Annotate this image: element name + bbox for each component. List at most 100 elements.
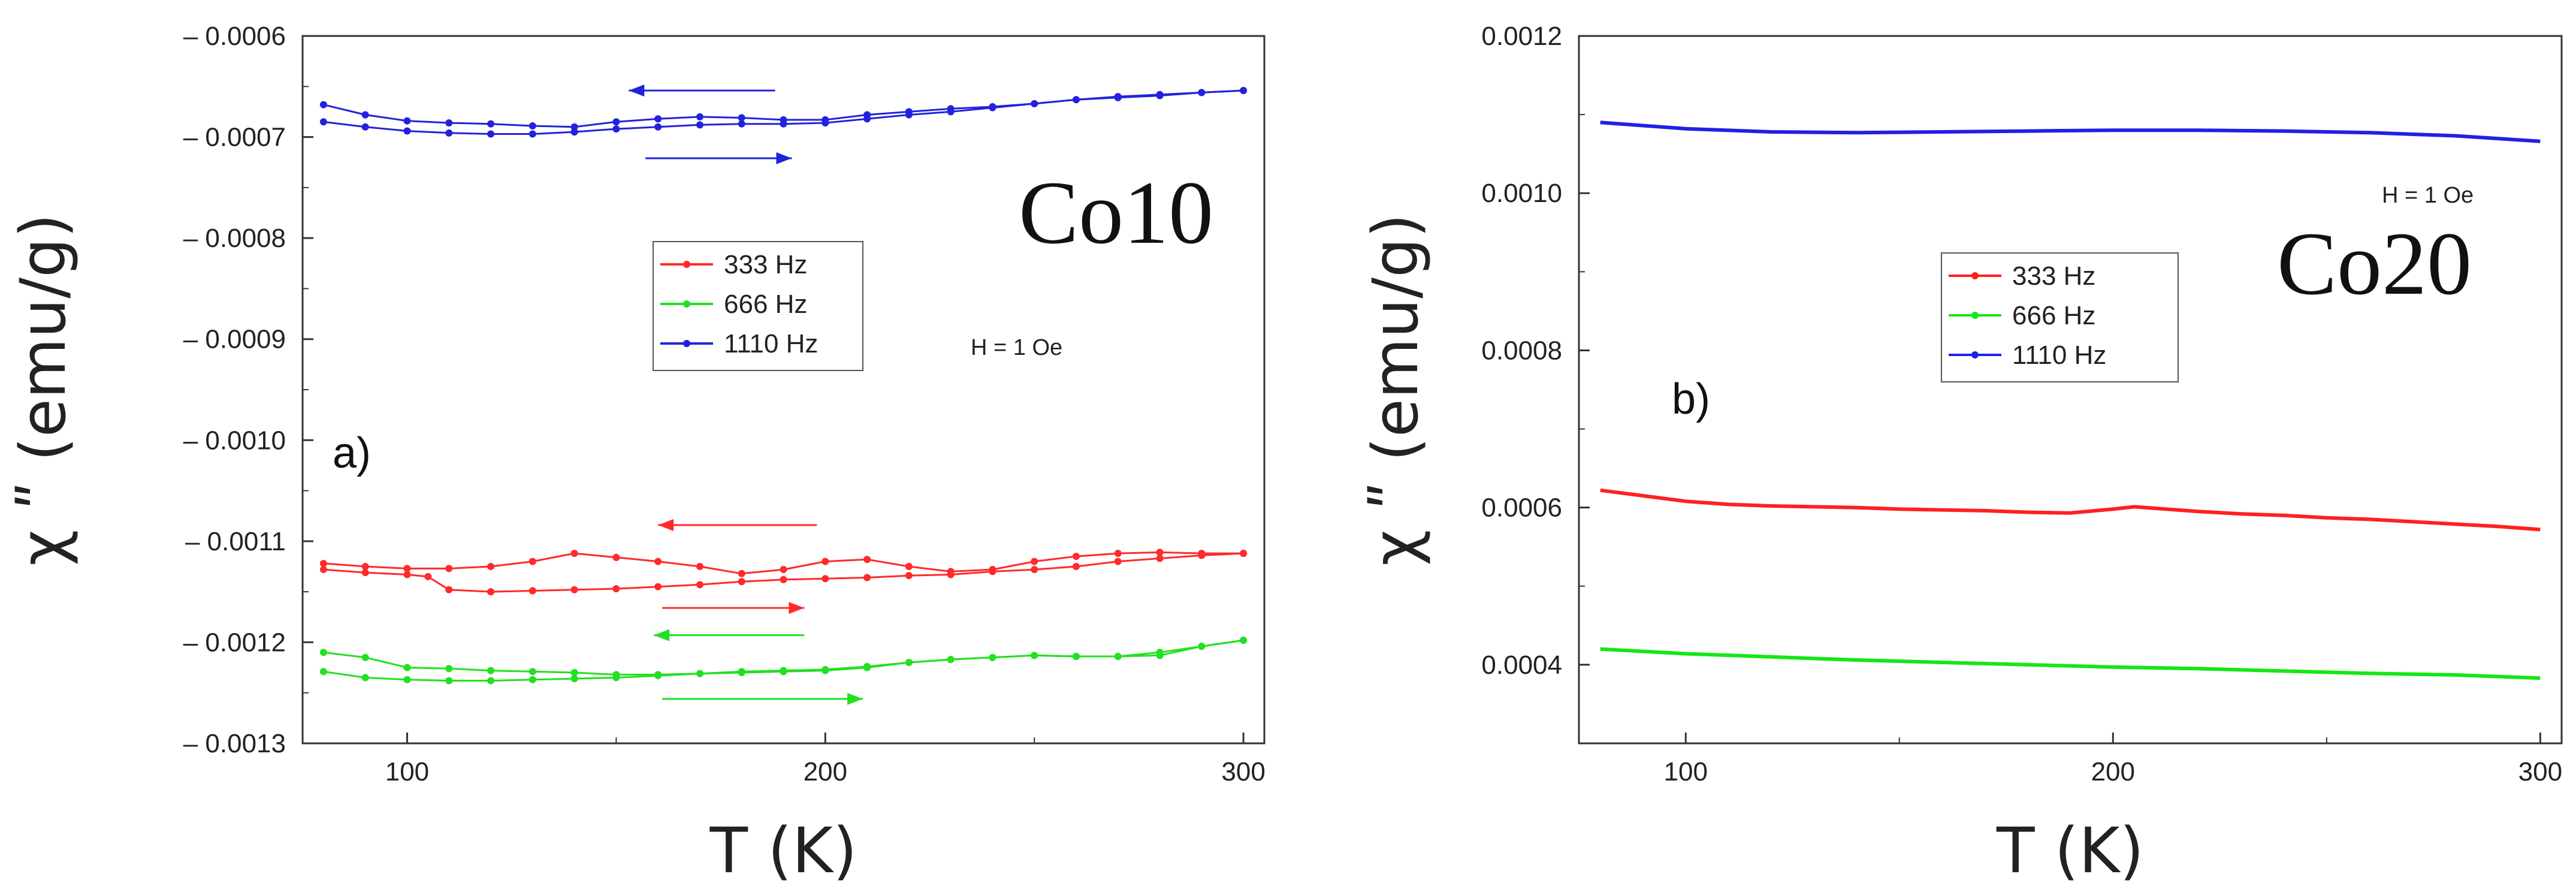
data-point	[738, 114, 745, 122]
data-point	[1240, 87, 1248, 95]
legend-marker	[1971, 272, 1979, 279]
data-point	[529, 668, 536, 676]
data-point	[947, 656, 955, 664]
series-line	[323, 552, 1244, 593]
panel-label: a)	[333, 429, 371, 477]
data-point	[780, 566, 787, 574]
data-point	[738, 578, 745, 586]
data-point	[570, 669, 578, 676]
data-point	[445, 119, 453, 126]
data-point	[570, 675, 578, 683]
y-axis-title: χ ʺ (emu/g)	[7, 213, 80, 565]
sweep-arrow-head	[847, 692, 863, 705]
plot-frame	[301, 35, 1266, 745]
data-point	[319, 118, 327, 126]
data-point	[445, 586, 453, 593]
data-point	[361, 123, 369, 131]
data-point	[738, 668, 745, 676]
data-point	[403, 565, 411, 572]
x-tick-label: 200	[2091, 757, 2135, 786]
data-point	[822, 558, 829, 565]
data-point	[1114, 93, 1122, 101]
sweep-arrow-head	[654, 629, 670, 641]
y-tick-label: – 0.0006	[183, 22, 286, 51]
data-point	[424, 572, 432, 580]
data-point	[1072, 563, 1080, 570]
data-point	[1031, 652, 1038, 659]
data-point	[822, 119, 829, 126]
series-group	[1600, 120, 2541, 680]
legend-label: 333 Hz	[2012, 261, 2095, 291]
data-point	[1240, 637, 1248, 644]
data-point	[696, 121, 703, 129]
plot-frame	[1578, 35, 2563, 745]
y-tick-label: – 0.0008	[183, 224, 286, 253]
data-point	[654, 123, 662, 131]
legend-marker	[1971, 312, 1979, 319]
data-point	[1072, 553, 1080, 560]
data-point	[612, 674, 620, 682]
legend-label: 666 Hz	[724, 290, 807, 319]
data-point	[696, 563, 703, 570]
legend-marker	[683, 261, 690, 268]
data-point	[696, 581, 703, 589]
y-tick-label: 0.0012	[1481, 22, 1562, 51]
data-point	[445, 129, 453, 137]
data-point	[905, 111, 913, 119]
data-point	[1156, 549, 1164, 556]
data-point	[403, 127, 411, 135]
data-point	[319, 101, 327, 109]
data-point	[1198, 552, 1206, 559]
data-point	[403, 664, 411, 671]
data-point	[612, 125, 620, 133]
data-point	[654, 115, 662, 123]
y-tick-label: – 0.0012	[183, 628, 286, 657]
legend-marker	[683, 340, 690, 347]
data-point	[822, 575, 829, 583]
data-point	[529, 130, 536, 138]
legend-label: 1110 Hz	[2012, 340, 2106, 370]
data-point	[780, 120, 787, 128]
data-point	[863, 662, 871, 670]
data-point	[905, 572, 913, 580]
data-point	[863, 574, 871, 581]
data-point	[863, 115, 871, 123]
data-point	[319, 668, 327, 676]
data-point	[319, 649, 327, 656]
sweep-arrow-head	[629, 85, 645, 97]
data-point	[487, 677, 495, 685]
data-point	[1114, 558, 1122, 565]
data-point	[1156, 649, 1164, 656]
sample-name: Co10	[1019, 163, 1213, 263]
data-point	[1031, 100, 1038, 107]
data-point	[1198, 89, 1206, 97]
data-point	[989, 104, 996, 112]
legend-marker	[1971, 351, 1979, 358]
panel-b-chart: 0.0004 0.0006 0.0008 0.0010 0.0012 100 200 300 T…	[1359, 22, 2563, 887]
x-tick-label: 300	[2518, 757, 2562, 786]
data-point	[529, 122, 536, 130]
legend: 333 Hz 666 Hz 1110 Hz	[1941, 252, 2179, 382]
data-point	[863, 556, 871, 563]
data-point	[947, 571, 955, 578]
data-point	[529, 558, 536, 565]
data-point	[487, 563, 495, 570]
data-point	[1072, 96, 1080, 104]
sweep-arrow-head	[776, 152, 792, 164]
data-point	[361, 563, 369, 570]
data-point	[654, 672, 662, 680]
field-annotation: H = 1 Oe	[971, 335, 1062, 360]
data-point	[319, 559, 327, 567]
y-tick-label: 0.0004	[1481, 650, 1562, 680]
data-point	[654, 583, 662, 590]
data-point	[570, 550, 578, 558]
data-point	[780, 575, 787, 583]
data-point	[361, 111, 369, 119]
panel-label: b)	[1672, 375, 1710, 423]
y-tick-label: 0.0006	[1481, 493, 1562, 523]
legend-label: 333 Hz	[724, 250, 807, 279]
data-point	[445, 665, 453, 673]
y-tick-label: – 0.0007	[183, 123, 286, 152]
data-point	[487, 130, 495, 138]
data-point	[570, 123, 578, 131]
